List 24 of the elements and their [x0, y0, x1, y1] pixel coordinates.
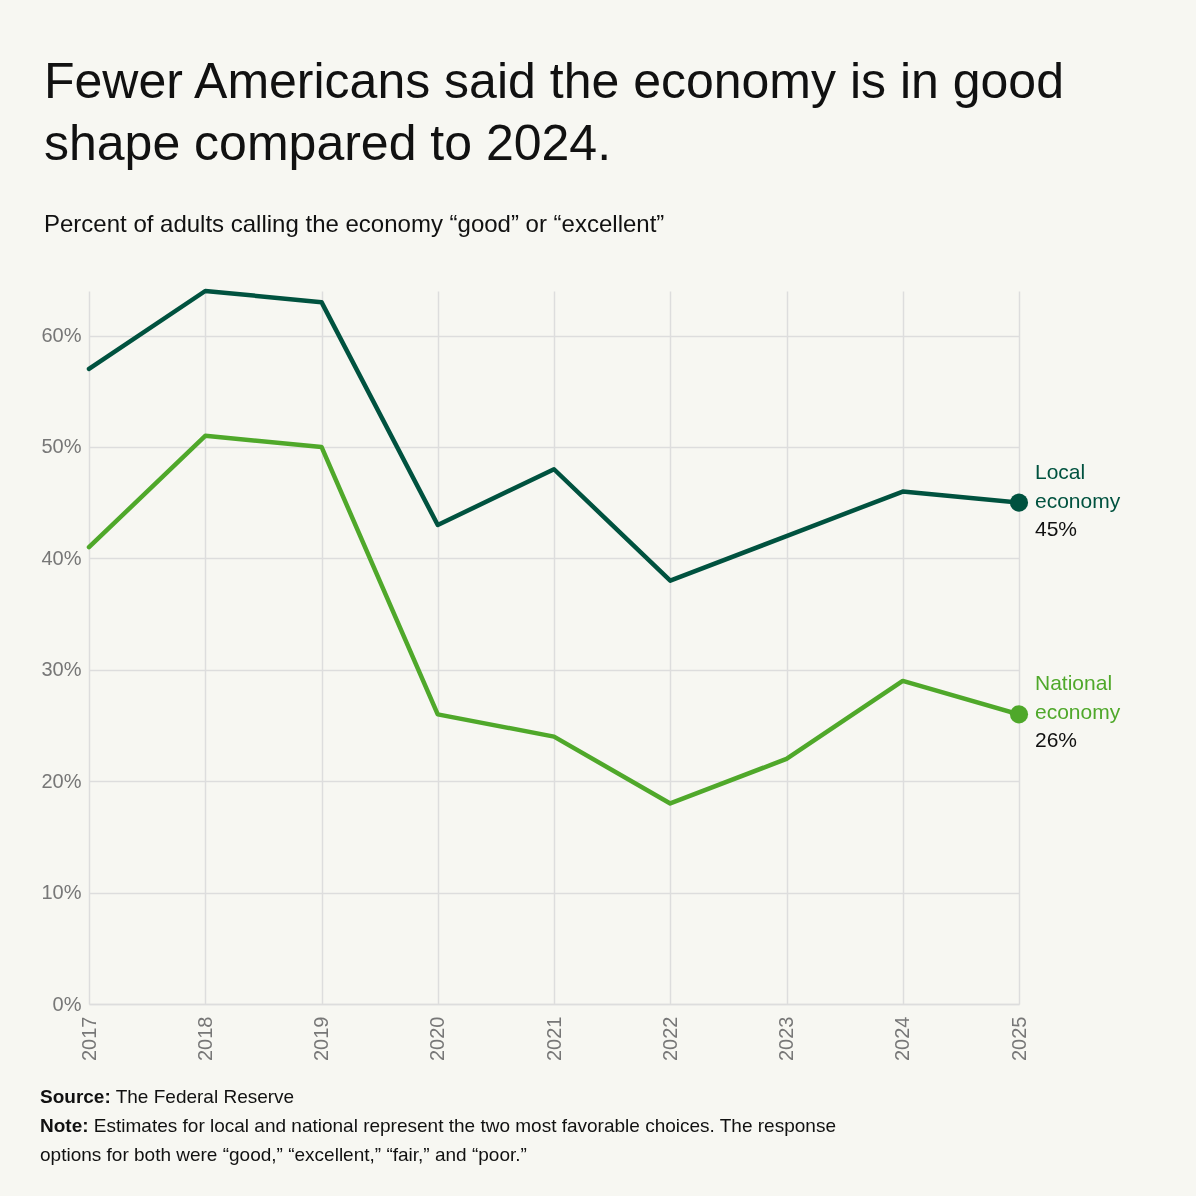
y-tick-label: 30%: [41, 658, 82, 681]
y-tick-label: 60%: [41, 324, 82, 347]
x-tick-label: 2024: [891, 1016, 914, 1061]
x-tick-label: 2020: [426, 1016, 449, 1061]
y-tick-label: 20%: [41, 769, 82, 792]
source-note: Source: The Federal Reserve: [40, 1085, 296, 1109]
data-label: 26%: [1035, 728, 1078, 752]
y-tick-label: 0%: [52, 992, 82, 1015]
series-label: Local economy: [1035, 459, 1121, 512]
x-tick-label: 2018: [193, 1016, 216, 1061]
x-tick-label: 2023: [775, 1016, 797, 1061]
x-tick-label: 2025: [1007, 1016, 1030, 1061]
y-tick-label: 10%: [41, 881, 82, 904]
chart-title: Fewer Americans said the economy is in good shape compared to 2024.: [44, 52, 1065, 173]
x-tick-label: 2017: [77, 1016, 100, 1061]
y-tick-label: 50%: [41, 435, 82, 458]
x-tick-label: 2021: [542, 1016, 565, 1061]
text: Note: Estimates for local and national represent the two most favorable choices. The response options for both were “good,” “excellent,” “fair,” and “poor.”: [40, 1114, 837, 1167]
x-tick-label: 2019: [310, 1016, 332, 1061]
x-tick-label: 2022: [658, 1016, 681, 1061]
y-tick-label: 40%: [41, 546, 82, 569]
series-label: National economy: [1035, 671, 1121, 724]
chart-subtitle: Percent of adults calling the economy “good” or “excellent”: [44, 210, 665, 238]
data-label: 45%: [1035, 516, 1078, 540]
